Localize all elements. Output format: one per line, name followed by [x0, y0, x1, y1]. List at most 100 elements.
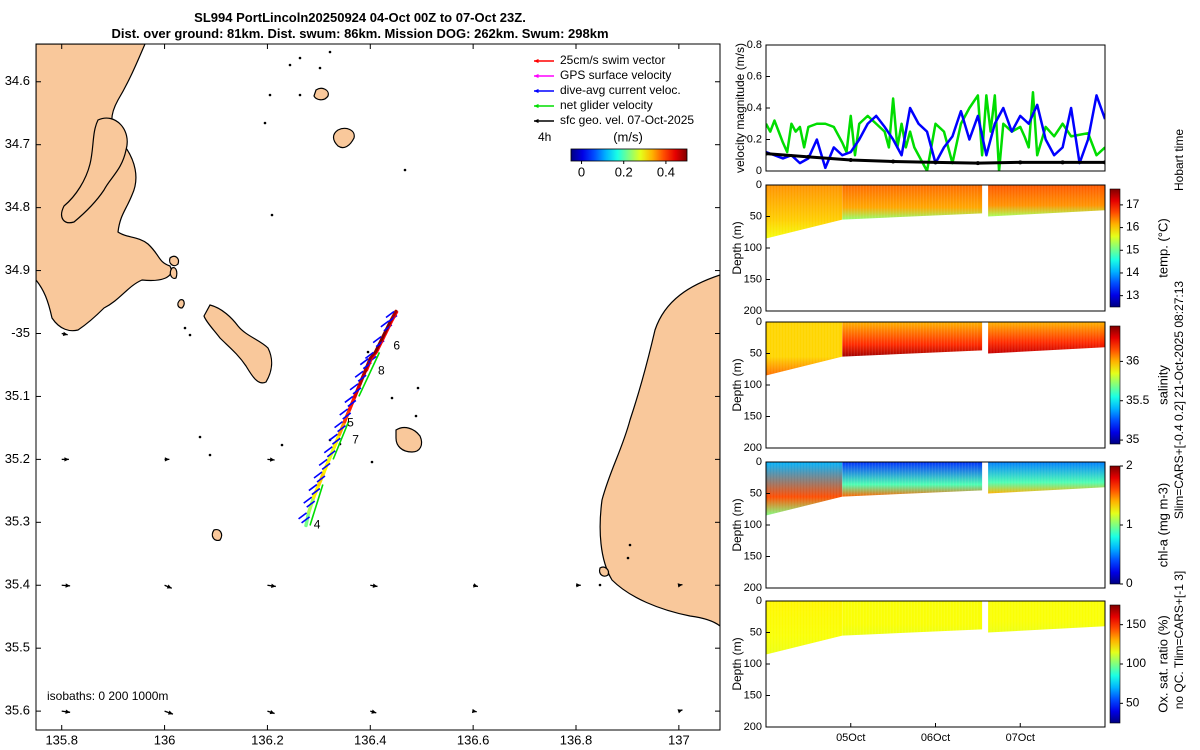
current-arrow: [357, 374, 367, 382]
islet-g: [177, 299, 185, 309]
arrow-head: [64, 457, 69, 462]
current-arrow: [344, 395, 354, 404]
section-colorbar-tick-label: 0: [1126, 576, 1133, 590]
section-y-tick-label: 150: [744, 273, 762, 285]
isobath-dot: [298, 56, 302, 60]
legend-arrow-swim_vector: [534, 58, 554, 64]
waypoint-label-5: 5: [347, 416, 354, 430]
section-data-0: [766, 185, 843, 239]
colorbar-tick-label: 0: [578, 164, 585, 179]
section-data-0: [766, 322, 843, 376]
geo-velocity-arrow: [164, 584, 173, 589]
current-arrow: [380, 320, 390, 328]
section-colorbar-tick-label: 15: [1126, 242, 1140, 256]
section-y-tick-label: 150: [744, 410, 762, 422]
speed-colorbar: [570, 148, 688, 162]
map-y-tick-label: 35.2: [5, 451, 30, 466]
geo-velocity-arrow: [370, 583, 378, 588]
section-data-2: [988, 601, 1105, 633]
section-colorbar: [1109, 325, 1121, 445]
islet-d: [211, 529, 223, 541]
swim-vector-line: [366, 358, 373, 372]
colorbar-tick-label: 0.4: [657, 164, 675, 179]
legend-label-current: dive-avg current veloc.: [560, 83, 681, 97]
current-arrow: [308, 483, 318, 492]
section-colorbar-tick-label: 150: [1126, 617, 1146, 631]
section-data-0: [766, 462, 843, 516]
section-colorbar: [1109, 604, 1121, 724]
current-arrow: [349, 383, 359, 391]
kangaroo-island: [599, 274, 720, 627]
current-arrow: [318, 458, 328, 467]
legend-label-net_velocity: net glider velocity: [560, 98, 653, 112]
section-colorbar-tick-label: 35.5: [1126, 393, 1150, 407]
current-arrow: [347, 399, 357, 408]
track-segment: [306, 495, 316, 515]
arrow-head: [65, 709, 71, 714]
isobath-dot: [318, 66, 322, 70]
side-metadata: Hobart time Slim=CARS+[-0.4 0.2] 21-Oct-2…: [1172, 129, 1186, 710]
legend-label-geo_velocity: sfc geo. vel. 07-Oct-2025: [560, 113, 694, 127]
arrow-head: [677, 583, 683, 588]
section-colorbar-label: salinity: [1155, 365, 1170, 405]
isobath-dot: [414, 414, 418, 418]
arrow-head: [269, 457, 275, 462]
section-y-tick-label: 100: [744, 658, 762, 670]
arrow-head: [471, 708, 477, 714]
section-y-label: Depth (m): [730, 221, 744, 274]
geo-velocity-point: [848, 157, 853, 162]
colorbar-title: (m/s): [613, 129, 643, 144]
geo-velocity-arrow: [61, 457, 69, 462]
geo-velocity-arrow: [472, 583, 479, 588]
net-velocity-line: [309, 484, 324, 526]
current-arrow: [364, 351, 374, 360]
velocity-y-label: velocity magnitude (m/s): [733, 43, 747, 173]
waypoint-label-4: 4: [314, 518, 321, 532]
section-y-tick-label: 100: [744, 379, 762, 391]
velocity-y-tick-label: 0: [756, 165, 762, 177]
wedge-island: [395, 426, 423, 453]
section-y-tick-label: 50: [750, 487, 762, 499]
geo-velocity-arrow: [164, 710, 174, 715]
section-data-0: [766, 601, 843, 655]
isobath-dot: [626, 556, 630, 560]
map-x-tick-label: 136.6: [457, 732, 490, 747]
current-arrow: [354, 370, 364, 378]
section-y-tick-label: 0: [756, 316, 762, 328]
isobath-dot: [598, 583, 602, 587]
section-data-2: [988, 185, 1105, 217]
current-arrow: [328, 433, 338, 441]
legend-interval-label: 4h: [538, 130, 551, 144]
map-x-tick-label: 136.8: [560, 732, 593, 747]
section-data-2: [988, 462, 1105, 494]
arrow-head: [62, 331, 68, 336]
section-colorbar-tick-label: 16: [1126, 220, 1140, 234]
section-y-tick-label: 200: [744, 305, 762, 317]
section-colorbar-tick-label: 1: [1126, 517, 1133, 531]
current-arrow: [306, 500, 316, 508]
current-arrow: [311, 487, 321, 496]
isobath-dot: [403, 168, 407, 172]
velocity-series-net_velocity: [766, 91, 1105, 171]
section-y-label: Depth (m): [730, 358, 744, 411]
geo-velocity-point: [891, 159, 896, 164]
arrow-head: [677, 709, 683, 714]
waypoint-label-7: 7: [352, 433, 359, 447]
geo-velocity-arrow: [267, 710, 275, 715]
geo-velocity-arrow: [370, 709, 377, 714]
geo-velocity-arrow: [576, 583, 581, 588]
section-y-tick-label: 200: [744, 721, 762, 733]
swim-vector-line: [376, 336, 386, 353]
net-velocity-vectors: [309, 352, 381, 526]
arrow-head: [534, 58, 539, 64]
geo-velocity-arrow: [61, 331, 68, 336]
isobath-dot: [183, 326, 187, 330]
current-arrow: [342, 412, 352, 420]
section-y-tick-label: 0: [756, 595, 762, 607]
current-arrow: [359, 358, 369, 366]
arrow-head: [168, 710, 173, 715]
map-y-tick-label: 34.6: [5, 73, 30, 88]
map-y-tick-label: -35: [11, 325, 30, 340]
